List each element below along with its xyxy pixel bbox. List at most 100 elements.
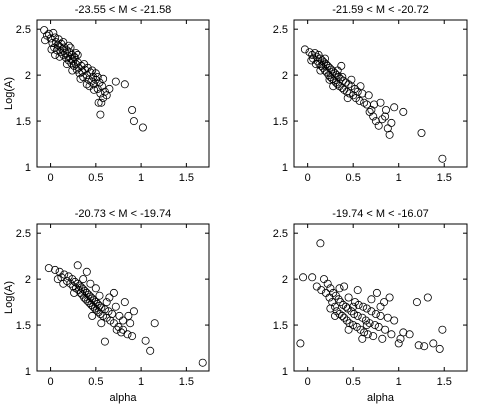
data-point <box>308 273 317 282</box>
data-point <box>349 302 358 311</box>
data-point <box>312 282 321 291</box>
data-point <box>96 89 105 98</box>
data-points <box>296 239 447 353</box>
data-point <box>345 319 354 328</box>
panel-title: -20.73 < M < -19.74 <box>75 208 172 220</box>
data-point <box>367 307 376 316</box>
x-tick-label: 1 <box>138 376 144 388</box>
data-point <box>95 301 104 310</box>
data-point <box>70 288 79 297</box>
data-point <box>93 84 102 93</box>
data-point <box>40 26 49 35</box>
data-point <box>61 49 70 58</box>
data-point <box>383 124 392 133</box>
data-point <box>296 339 305 348</box>
scatter-panel-4: 0 0.5 1 1.5 1 1.5 2 2.5 -19.74 < M < -16.07 alpha <box>273 208 468 404</box>
data-point <box>347 307 356 316</box>
data-point <box>87 77 96 86</box>
data-point <box>405 330 414 339</box>
data-point <box>308 50 317 59</box>
data-point <box>100 87 109 96</box>
data-point <box>76 74 85 83</box>
data-point <box>46 34 55 43</box>
data-point <box>329 288 338 297</box>
data-point <box>97 303 106 312</box>
panel-title: -23.55 < M < -21.58 <box>75 4 172 16</box>
data-point <box>305 48 314 57</box>
data-point <box>68 50 77 59</box>
x-tick-label: 0.5 <box>88 172 103 184</box>
data-point <box>358 334 367 343</box>
y-tick-label: 1 <box>25 162 31 174</box>
data-point <box>339 76 348 85</box>
y-axis-label: Log(A) <box>3 77 15 110</box>
x-tick-label: 1.5 <box>179 172 194 184</box>
data-point <box>319 275 328 284</box>
data-point <box>378 334 387 343</box>
data-point <box>376 311 385 320</box>
data-point <box>112 325 121 334</box>
data-point <box>355 96 364 105</box>
data-point <box>128 332 137 341</box>
data-point <box>342 316 351 325</box>
data-point <box>390 316 399 325</box>
data-point <box>340 313 349 322</box>
data-point <box>350 84 359 93</box>
data-point <box>114 322 123 331</box>
scatter-panel-2: 0 0.5 1 1.5 1 1.5 2 2.5 -21.59 < M < -20.72 <box>273 4 468 184</box>
data-point <box>330 311 339 320</box>
data-point <box>124 311 133 320</box>
data-point <box>71 49 80 58</box>
data-point <box>97 319 106 328</box>
data-point <box>376 98 385 107</box>
y-tick-label: 2.5 <box>16 24 31 36</box>
data-point <box>83 63 92 72</box>
data-point <box>55 267 64 276</box>
data-point <box>320 54 329 63</box>
data-point <box>311 60 320 69</box>
data-point <box>356 82 365 91</box>
x-tick-label: 1.5 <box>437 172 452 184</box>
data-point <box>299 273 308 282</box>
plot-frame <box>293 223 468 372</box>
data-point <box>374 121 383 130</box>
data-point <box>326 304 335 313</box>
x-tick-label: 1.5 <box>179 376 194 388</box>
data-point <box>435 344 444 353</box>
data-point <box>358 89 367 98</box>
data-point <box>336 74 345 83</box>
y-tick-label: 2 <box>282 70 288 82</box>
data-point <box>60 43 69 52</box>
data-point <box>44 264 53 273</box>
data-point <box>360 328 369 337</box>
data-point <box>119 325 128 334</box>
data-point <box>300 45 309 54</box>
data-point <box>387 330 396 339</box>
data-point <box>82 80 91 89</box>
data-point <box>394 339 403 348</box>
data-point <box>367 106 376 115</box>
x-tick-label: 0.5 <box>88 376 103 388</box>
data-point <box>51 50 60 59</box>
x-axis-label: alpha <box>110 392 138 404</box>
data-points <box>40 26 147 132</box>
data-point <box>108 309 117 318</box>
data-point <box>115 311 124 320</box>
data-point <box>329 82 338 91</box>
data-point <box>362 321 371 330</box>
data-point <box>381 325 390 334</box>
data-point <box>420 342 429 351</box>
data-point <box>345 89 354 98</box>
data-point <box>438 154 447 163</box>
y-tick-label: 2 <box>25 274 31 286</box>
y-tick-label: 1.5 <box>273 116 288 128</box>
data-point <box>343 94 352 103</box>
data-point <box>100 337 109 346</box>
data-point <box>73 261 82 270</box>
x-tick-label: 1 <box>396 376 402 388</box>
data-point <box>336 298 345 307</box>
data-point <box>349 321 358 330</box>
data-point <box>390 103 399 112</box>
data-point <box>53 275 62 284</box>
data-point <box>417 128 426 137</box>
